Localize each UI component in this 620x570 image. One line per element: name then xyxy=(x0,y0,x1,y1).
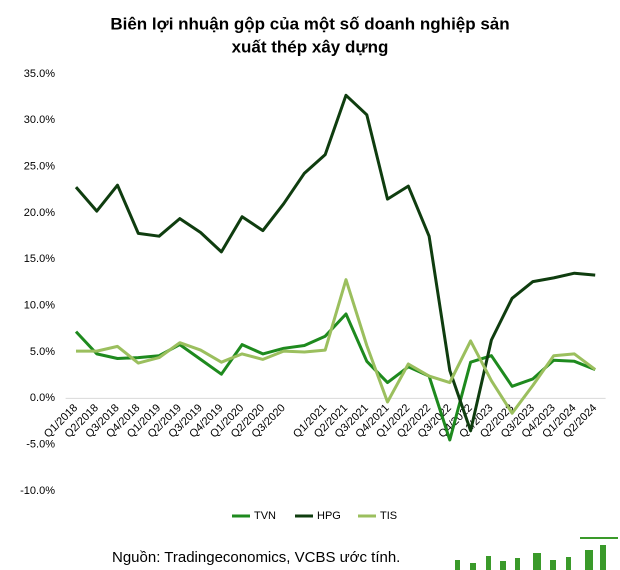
legend-label: HPG xyxy=(317,510,341,522)
legend-label: TIS xyxy=(380,510,397,522)
series-line xyxy=(76,278,597,415)
y-tick-label: 15.0% xyxy=(24,253,55,265)
y-tick-label: -10.0% xyxy=(20,485,55,497)
decor xyxy=(455,537,618,570)
series-line xyxy=(74,93,596,433)
y-tick-label: -5.0% xyxy=(26,439,55,451)
chart-subtitle: xuất thép xây dựng xyxy=(232,37,389,56)
y-tick-label: 10.0% xyxy=(24,300,55,312)
y-tick-label: 35.0% xyxy=(24,68,55,80)
y-tick-label: 20.0% xyxy=(24,207,55,219)
chart-title: Biên lợi nhuận gộp của một số doanh nghi… xyxy=(110,14,509,33)
y-tick-label: 30.0% xyxy=(24,114,55,126)
source: Nguồn: Tradingeconomics, VCBS ước tính. xyxy=(112,549,400,566)
y-tick-label: 5.0% xyxy=(30,346,55,358)
y-tick-label: 0.0% xyxy=(30,392,55,404)
legend-label: TVN xyxy=(254,510,276,522)
y-tick-label: 25.0% xyxy=(24,161,55,173)
